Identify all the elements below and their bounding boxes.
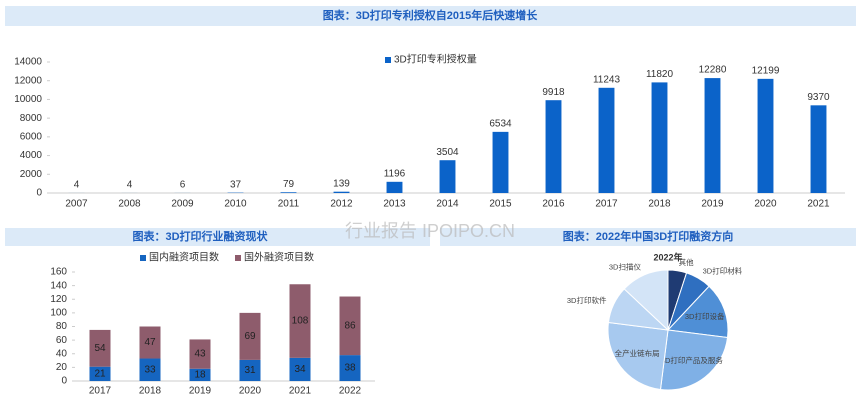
x-tick-label: 2012 <box>330 199 353 210</box>
legend-label: 3D打印专利授权量 <box>394 53 477 66</box>
slice-label: 3D打印材料 <box>703 265 743 275</box>
x-tick-label: 2008 <box>118 199 141 210</box>
value-label: 47 <box>144 337 156 348</box>
x-tick-label: 2020 <box>239 386 262 397</box>
slice-label: 3D打印软件 <box>567 295 607 305</box>
value-label: 18 <box>194 370 206 381</box>
bar <box>811 105 827 193</box>
y-tick-label: 6000 <box>20 131 43 142</box>
y-tick-label: 14000 <box>14 57 42 68</box>
x-tick-label: 2014 <box>436 199 459 210</box>
bar <box>387 182 403 193</box>
x-tick-label: 2018 <box>139 386 162 397</box>
slice-label: 3D打印产品及服务 <box>661 355 724 365</box>
x-tick-label: 2019 <box>189 386 212 397</box>
legend-label: 国内融资项目数 <box>149 251 219 264</box>
value-label: 9370 <box>807 92 830 103</box>
legend-swatch <box>235 255 241 261</box>
value-label: 9918 <box>542 87 565 98</box>
value-label: 6 <box>180 180 186 191</box>
value-label: 31 <box>244 365 256 376</box>
legend-swatch <box>385 57 391 63</box>
y-tick-label: 2000 <box>20 169 43 180</box>
legend-swatch <box>140 255 146 261</box>
bar <box>546 100 562 193</box>
x-tick-label: 2021 <box>289 386 312 397</box>
x-tick-label: 2009 <box>171 199 194 210</box>
bar <box>440 160 456 193</box>
value-label: 11243 <box>593 74 621 85</box>
bar <box>493 132 509 193</box>
x-tick-label: 2017 <box>595 199 618 210</box>
value-label: 4 <box>127 180 133 191</box>
value-label: 12280 <box>699 65 727 76</box>
x-tick-label: 2010 <box>224 199 247 210</box>
y-tick-label: 0 <box>61 376 67 387</box>
slice-label: 全产业链布局 <box>615 348 660 358</box>
y-tick-label: 140 <box>50 280 67 291</box>
value-label: 11820 <box>646 69 674 80</box>
bar <box>652 82 668 193</box>
x-tick-label: 2018 <box>648 199 671 210</box>
bar <box>599 88 615 193</box>
y-tick-label: 20 <box>56 362 68 373</box>
value-label: 4 <box>74 180 80 191</box>
y-tick-label: 160 <box>50 267 67 278</box>
x-tick-label: 2020 <box>754 199 777 210</box>
y-tick-label: 12000 <box>14 75 42 86</box>
watermark: 行业报告 IPOIPO.CN <box>345 221 515 241</box>
bar <box>758 79 774 193</box>
bar <box>281 192 297 193</box>
y-tick-label: 100 <box>50 308 67 319</box>
legend-label: 国外融资项目数 <box>244 251 314 264</box>
x-tick-label: 2007 <box>65 199 88 210</box>
y-tick-label: 80 <box>56 321 68 332</box>
y-tick-label: 60 <box>56 335 68 346</box>
chart-title: 图表：3D打印行业融资现状 <box>132 229 268 243</box>
x-tick-label: 2019 <box>701 199 724 210</box>
value-label: 3504 <box>436 147 459 158</box>
y-tick-label: 10000 <box>14 94 42 105</box>
y-tick-label: 40 <box>56 348 68 359</box>
value-label: 21 <box>94 368 106 379</box>
y-tick-label: 120 <box>50 294 67 305</box>
y-tick-label: 4000 <box>20 150 43 161</box>
slice-label: 3D打印设备 <box>685 311 725 321</box>
value-label: 79 <box>283 179 295 190</box>
x-tick-label: 2017 <box>89 386 112 397</box>
value-label: 6534 <box>489 119 512 130</box>
y-tick-label: 8000 <box>20 113 43 124</box>
value-label: 86 <box>344 320 356 331</box>
value-label: 54 <box>94 343 106 354</box>
x-tick-label: 2021 <box>807 199 830 210</box>
x-tick-label: 2011 <box>278 199 300 210</box>
value-label: 12199 <box>752 65 780 76</box>
bar <box>334 192 350 193</box>
x-tick-label: 2013 <box>383 199 406 210</box>
x-tick-label: 2015 <box>489 199 512 210</box>
x-tick-label: 2016 <box>542 199 565 210</box>
slice-label: 其他 <box>679 257 694 267</box>
value-label: 69 <box>244 331 256 342</box>
chart-title: 图表：2022年中国3D打印融资方向 <box>563 229 734 243</box>
bar <box>705 78 721 193</box>
value-label: 38 <box>344 363 356 374</box>
value-label: 33 <box>144 364 156 375</box>
value-label: 108 <box>292 316 309 327</box>
value-label: 37 <box>230 179 242 190</box>
value-label: 139 <box>333 178 350 189</box>
chart-title: 图表：3D打印专利授权自2015年后快速增长 <box>323 8 539 22</box>
slice-label: 3D扫描仪 <box>609 262 642 272</box>
value-label: 34 <box>294 364 306 375</box>
x-tick-label: 2022 <box>339 386 362 397</box>
value-label: 43 <box>194 349 206 360</box>
value-label: 1196 <box>384 168 406 179</box>
y-tick-label: 0 <box>36 188 42 199</box>
